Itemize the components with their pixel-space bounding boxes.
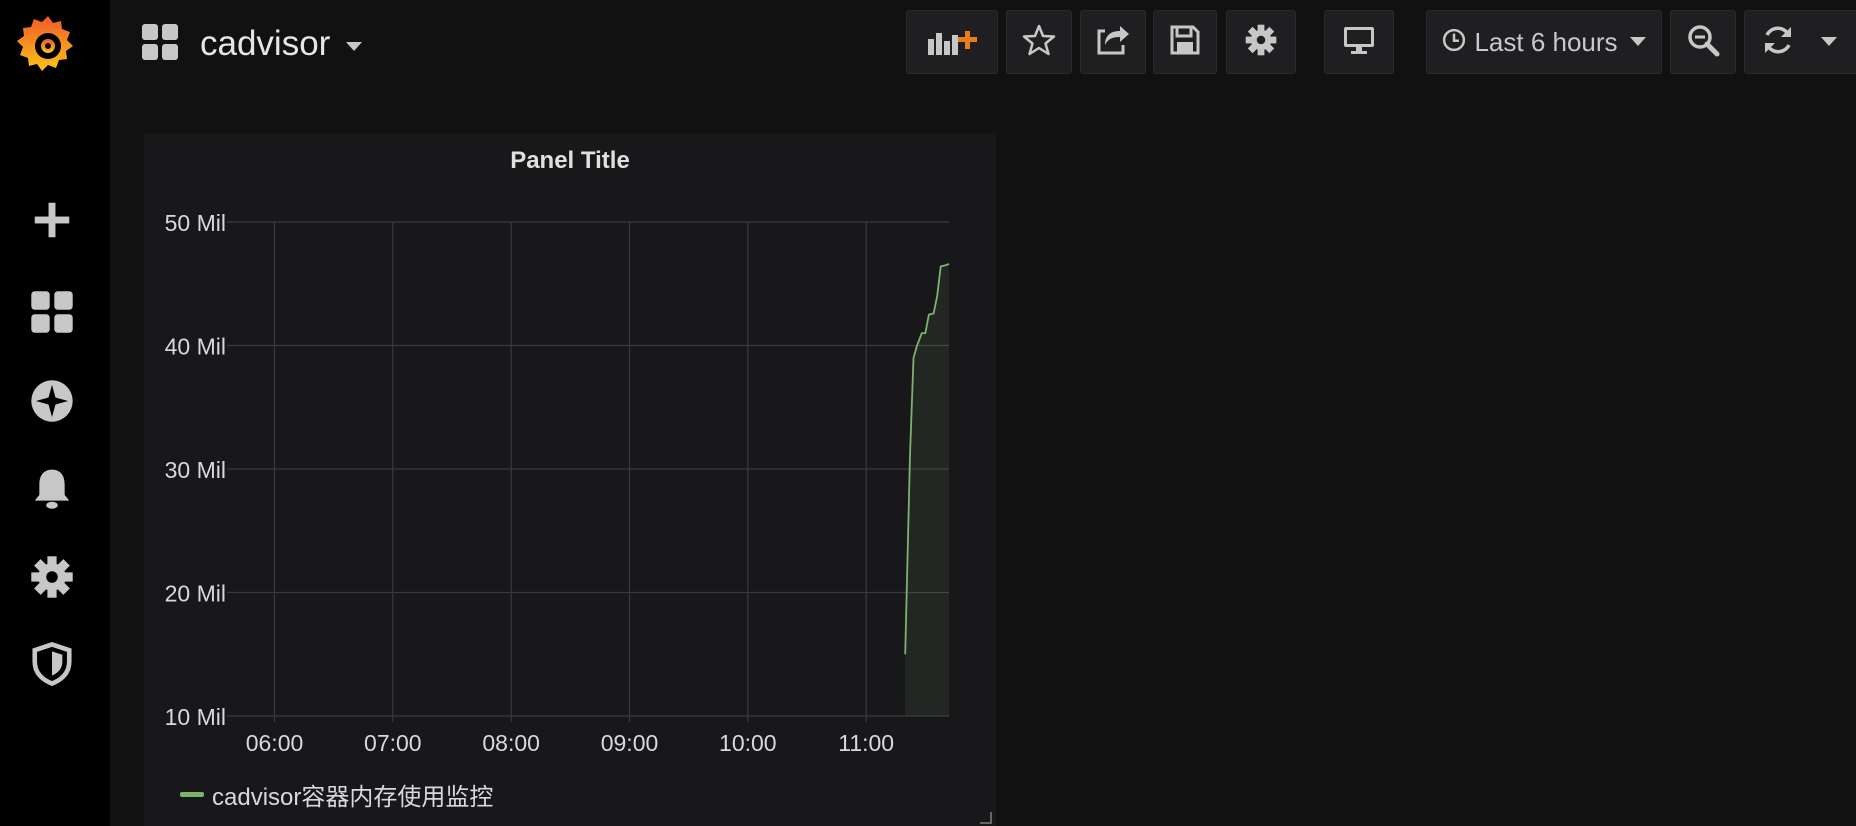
gear-icon[interactable] — [28, 553, 76, 601]
legend-item[interactable]: cadvisor容器内存使用监控 — [180, 777, 493, 812]
save-button[interactable] — [1153, 10, 1217, 74]
dashboards-icon[interactable] — [28, 288, 76, 336]
share-button[interactable] — [1080, 10, 1146, 74]
graph-panel: 10 Mil 20 Mil 30 Mil 40 Mil 50 Mil 06:00 07:00… — [144, 133, 996, 826]
refresh-button[interactable] — [1744, 10, 1856, 74]
add-panel-icon — [926, 23, 978, 62]
star-icon — [1022, 23, 1056, 62]
add-panel-button[interactable] — [906, 10, 998, 74]
refresh-icon — [1761, 23, 1795, 62]
legend-label: cadvisor容器内存使用监控 — [212, 784, 494, 811]
tv-mode-button[interactable] — [1324, 10, 1394, 74]
y-tick-label: 20 Mil — [165, 581, 226, 607]
dashboard-title: cadvisor — [200, 24, 331, 63]
panel-resize-handle[interactable] — [980, 812, 992, 824]
x-tick-label: 09:00 — [601, 730, 659, 756]
caret-down-icon — [1629, 37, 1646, 47]
zoom-out-icon — [1686, 23, 1720, 62]
series-area — [905, 263, 949, 716]
time-range-label: Last 6 hours — [1474, 26, 1618, 57]
series-line — [904, 263, 950, 655]
bell-icon[interactable] — [28, 464, 76, 512]
caret-down-icon — [346, 39, 363, 57]
grafana-logo-icon[interactable] — [16, 12, 80, 76]
time-picker-button[interactable]: Last 6 hours — [1426, 10, 1662, 74]
star-button[interactable] — [1006, 10, 1072, 74]
dashboard-picker[interactable]: cadvisor — [140, 20, 363, 68]
x-tick-label: 11:00 — [838, 730, 894, 756]
clock-icon — [1442, 28, 1466, 57]
plus-icon[interactable] — [28, 196, 76, 244]
save-icon — [1168, 23, 1202, 62]
x-tick-label: 08:00 — [482, 730, 540, 756]
x-tick-label: 07:00 — [364, 730, 422, 756]
sidebar — [0, 0, 110, 826]
y-tick-label: 50 Mil — [165, 210, 226, 236]
share-icon — [1096, 23, 1130, 62]
zoom-out-button[interactable] — [1670, 10, 1736, 74]
legend-swatch — [180, 792, 204, 797]
y-tick-label: 10 Mil — [165, 704, 226, 730]
graph-chart: 10 Mil 20 Mil 30 Mil 40 Mil 50 Mil 06:00 07:00… — [165, 210, 950, 756]
shield-icon[interactable] — [28, 640, 76, 688]
panel-title[interactable]: Panel Title — [510, 147, 630, 174]
explore-icon[interactable] — [28, 377, 76, 425]
settings-button[interactable] — [1226, 10, 1296, 74]
dashboards-icon — [140, 22, 180, 67]
caret-down-icon[interactable] — [1821, 37, 1837, 47]
tv-icon — [1342, 23, 1376, 62]
x-tick-label: 06:00 — [246, 730, 304, 756]
x-tick-label: 10:00 — [719, 730, 777, 756]
y-tick-label: 30 Mil — [165, 457, 226, 483]
settings-icon — [1244, 23, 1278, 62]
y-tick-label: 40 Mil — [165, 334, 226, 360]
